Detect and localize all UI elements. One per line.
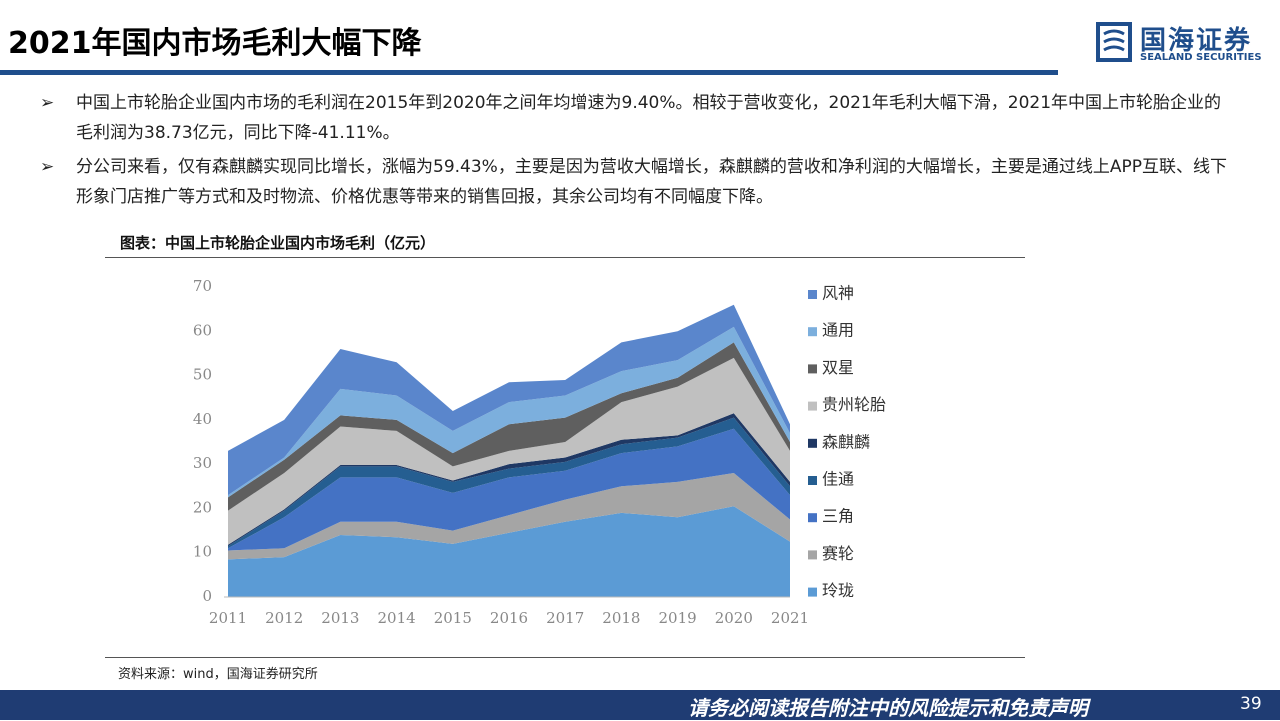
- y-tick-label: 0: [202, 587, 212, 605]
- y-tick-label: 50: [193, 366, 212, 384]
- legend-swatch: [808, 438, 817, 448]
- x-tick-label: 2018: [602, 609, 640, 627]
- legend-label: 赛轮: [822, 544, 854, 563]
- x-tick-label: 2011: [209, 609, 247, 627]
- legend-swatch: [808, 327, 817, 337]
- legend-label: 三角: [822, 507, 854, 526]
- y-tick-label: 20: [193, 498, 212, 516]
- header-rule: [0, 70, 1058, 75]
- legend-swatch: [808, 550, 817, 560]
- bullet: 分公司来看，仅有森麒麟实现同比增长，涨幅为59.43%，主要是因为营收大幅增长，…: [40, 152, 1230, 212]
- x-tick-label: 2012: [265, 609, 303, 627]
- area: [228, 357, 790, 545]
- x-tick-label: 2015: [434, 609, 472, 627]
- y-tick-label: 30: [193, 454, 212, 472]
- legend-label: 风神: [822, 284, 854, 303]
- legend-label: 通用: [822, 321, 854, 340]
- area: [228, 506, 790, 597]
- page-number: 39: [1240, 694, 1262, 714]
- y-tick-label: 70: [193, 277, 212, 295]
- legend-swatch: [808, 401, 817, 411]
- legend-swatch: [808, 476, 817, 485]
- source: 资料来源：wind，国海证券研究所: [118, 667, 318, 682]
- chart-title: 图表：中国上市轮胎企业国内市场毛利（亿元）: [120, 234, 436, 252]
- x-tick-label: 2020: [715, 609, 753, 627]
- logo-icon: [1096, 22, 1132, 62]
- x-tick-label: 2017: [546, 609, 584, 627]
- logo-name: 国海证券: [1140, 26, 1253, 56]
- area: [228, 473, 790, 560]
- footer-bar: [0, 690, 1280, 720]
- y-tick-label: 40: [193, 410, 212, 428]
- legend-label: 玲珑: [822, 581, 854, 600]
- legend-label: 佳通: [822, 470, 854, 489]
- source-rule: [105, 657, 1025, 658]
- disclaimer: 请务必阅读报告附注中的风险提示和免责声明: [688, 696, 1088, 720]
- x-tick-label: 2021: [771, 609, 809, 627]
- y-tick-label: 60: [193, 321, 212, 339]
- area: [228, 342, 790, 511]
- y-tick-label: 10: [193, 543, 212, 561]
- area: [228, 326, 790, 498]
- chart: 0 10 20 30 40 50 60 70 2011 2012 2013 2014 2015 2016 2…: [193, 277, 886, 627]
- x-tick-label: 2014: [378, 609, 416, 627]
- x-tick-label: 2016: [490, 609, 528, 627]
- caption-rule: [105, 257, 1025, 258]
- legend-label: 森麒麟: [822, 432, 870, 451]
- legend-swatch: [808, 364, 817, 374]
- bullet-list: 中国上市轮胎企业国内市场的毛利润在2015年到2020年之间年均增速为9.40%…: [40, 88, 1230, 216]
- x-tick-label: 2019: [659, 609, 697, 627]
- area: [228, 428, 790, 551]
- bullet: 中国上市轮胎企业国内市场的毛利润在2015年到2020年之间年均增速为9.40%…: [40, 88, 1230, 148]
- legend-label: 贵州轮胎: [822, 395, 886, 414]
- logo-en: SEALAND SECURITIES: [1140, 52, 1262, 63]
- legend-swatch: [808, 513, 817, 523]
- area: [228, 304, 790, 496]
- slide-title: 2021年国内市场毛利大幅下降: [8, 26, 422, 61]
- legend-swatch: [808, 290, 817, 299]
- legend-swatch: [808, 587, 817, 597]
- legend-label: 双星: [822, 358, 854, 377]
- x-tick-label: 2013: [321, 609, 359, 627]
